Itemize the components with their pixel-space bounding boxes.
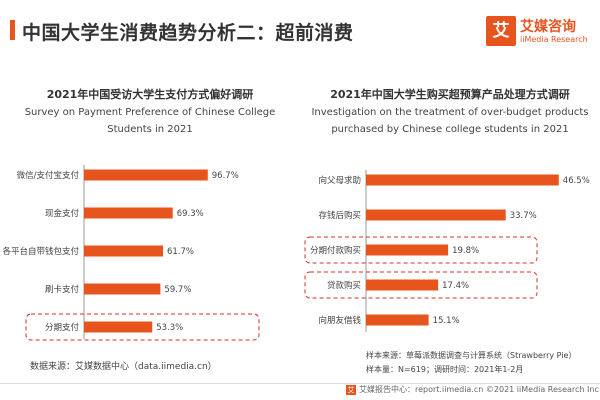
chart-subtitle-line-1: Investigation on the treatment of over-b…	[311, 107, 589, 118]
chart-title: 2021年中国受访大学生支付方式偏好调研	[46, 88, 254, 101]
footer-logo-icon: 艾	[346, 384, 356, 395]
value-label: 46.5%	[563, 176, 590, 186]
footer: 艾艾媒报告中心：report.iimedia.cn ©2021 iiMedia …	[346, 384, 599, 395]
bar	[366, 174, 559, 186]
page-title: 中国大学生消费趋势分析二：超前消费	[22, 22, 354, 44]
logo-name-en: iiMedia Research	[520, 35, 588, 44]
bar	[84, 207, 173, 219]
bar	[366, 279, 439, 291]
category-label: 向父母求助	[318, 175, 361, 186]
chart-subtitle-line-1: Survey on Payment Preference of Chinese …	[24, 107, 276, 118]
value-label: 69.3%	[177, 209, 204, 219]
value-label: 59.7%	[164, 285, 191, 295]
chart-subtitle-line-2: Students in 2021	[107, 124, 193, 135]
value-label: 96.7%	[212, 171, 239, 181]
logo-mark-icon: 艾	[486, 16, 516, 46]
category-label: 贷款购买	[327, 280, 361, 291]
chart-panel-payment-preference: 2021年中国受访大学生支付方式偏好调研 Survey on Payment P…	[0, 76, 300, 366]
logo-name-cn: 艾媒咨询	[520, 19, 576, 35]
value-label: 61.7%	[167, 247, 194, 257]
value-label: 19.8%	[452, 246, 479, 256]
header: 中国大学生消费趋势分析二：超前消费 艾 艾媒咨询 iiMedia Researc…	[0, 0, 600, 52]
category-label: 向朋友借钱	[318, 315, 361, 326]
bar	[366, 209, 506, 221]
category-label: 存钱后购买	[318, 210, 361, 221]
footer-divider	[0, 383, 600, 384]
bar	[84, 283, 161, 295]
data-source-note: 数据来源：艾媒数据中心（data.iimedia.cn）	[30, 362, 217, 372]
value-label: 53.3%	[156, 323, 183, 333]
category-label: 现金支付	[45, 208, 80, 219]
sample-source-note: 样本来源：草莓派数据调查与计算系统（Strawberry Pie）	[366, 351, 577, 360]
category-label: 各平台自带钱包支付	[2, 246, 79, 257]
bar-chart-payment-preference: 微信/支付宝支付 96.7% 现金支付 69.3% 各平台自带钱包支付 61.7% 刷卡支付…	[2, 165, 260, 341]
highlight-box	[304, 236, 538, 264]
title-accent-bar	[10, 20, 15, 40]
brand-logo[interactable]: 艾 艾媒咨询 iiMedia Research	[486, 14, 594, 50]
category-label: 分期付款购买	[310, 245, 361, 256]
category-label: 刷卡支付	[45, 284, 80, 295]
value-label: 17.4%	[442, 281, 469, 291]
chart-panel-over-budget: 2021年中国大学生购买超预算产品处理方式调研 Investigation on…	[300, 76, 600, 366]
value-label: 33.7%	[510, 211, 537, 221]
bar	[84, 245, 163, 257]
highlight-box	[25, 313, 260, 341]
bar	[84, 321, 153, 333]
bar-chart-over-budget: 向父母求助 46.5% 存钱后购买 33.7% 分期付款购买 19.8% 贷款购买 17.4%…	[304, 170, 590, 332]
bar	[366, 244, 449, 256]
highlight-box	[304, 271, 538, 299]
bar	[366, 314, 429, 326]
chart-subtitle-line-2: purchased by Chinese college students in…	[331, 124, 569, 135]
category-label: 分期支付	[45, 322, 80, 333]
bar	[84, 169, 208, 181]
value-label: 15.1%	[433, 316, 460, 326]
category-label: 微信/支付宝支付	[17, 170, 80, 181]
chart-title: 2021年中国大学生购买超预算产品处理方式调研	[330, 88, 570, 101]
footer-text[interactable]: 艾媒报告中心：report.iimedia.cn ©2021 iiMedia R…	[359, 385, 599, 394]
sample-size-note: 样本量：N=619；调研时间：2021年1-2月	[366, 365, 524, 374]
